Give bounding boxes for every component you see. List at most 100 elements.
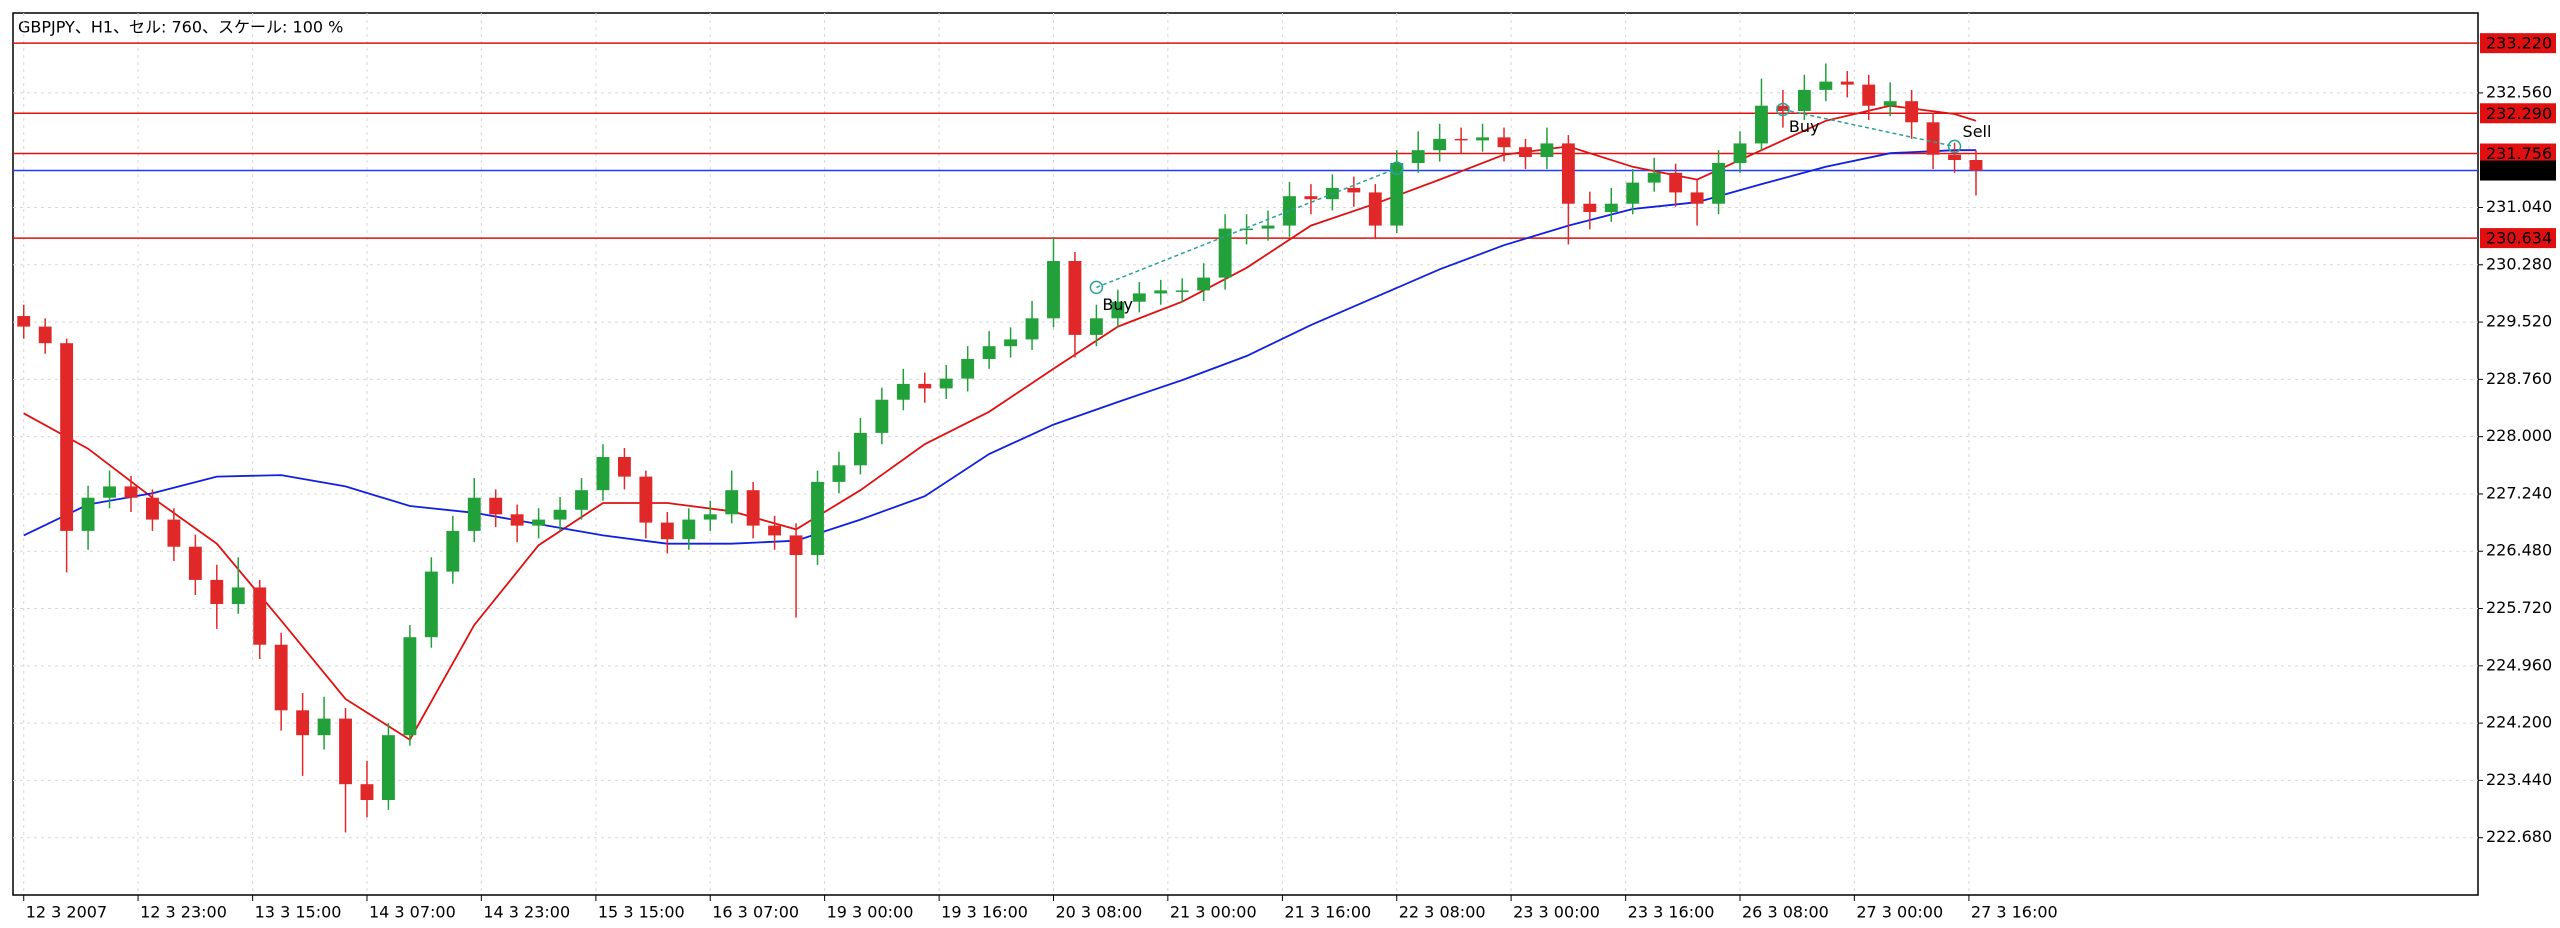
candle-body [210, 579, 224, 605]
candle-body [339, 718, 352, 785]
candle-body [939, 378, 953, 389]
candle-body [1132, 293, 1146, 302]
candle-body [403, 637, 417, 736]
price-level-label: 231.530 [2486, 161, 2552, 180]
candle-body [1755, 105, 1768, 144]
candle-body [1476, 137, 1489, 141]
trade-line [1782, 108, 1955, 148]
trade-open [1776, 102, 1790, 117]
x-tick-label: 21 3 16:00 [1284, 903, 1371, 922]
y-tick-label: 230.280 [2486, 254, 2552, 273]
candle-body [746, 490, 760, 526]
candle-body [1733, 143, 1747, 164]
y-tick-label: 226.480 [2486, 541, 2552, 560]
candle-body [982, 346, 996, 360]
candle-body [1840, 81, 1854, 85]
x-tick-label: 23 3 16:00 [1628, 903, 1715, 922]
price-level-tag [2480, 33, 2556, 54]
candle-body [532, 519, 546, 526]
y-tick-label: 231.040 [2486, 197, 2552, 216]
candle-body [1926, 122, 1940, 155]
candle-body [768, 525, 782, 536]
candle-body [167, 519, 181, 547]
candle-body [1197, 277, 1211, 291]
price-level-label: 231.756 [2486, 144, 2552, 163]
candle-body [596, 457, 610, 491]
x-tick-label: 27 3 00:00 [1856, 903, 1943, 922]
candle-body [832, 465, 846, 482]
x-tick-label: 14 3 23:00 [483, 903, 570, 922]
candle-body [682, 519, 696, 540]
candle-body [1690, 192, 1704, 204]
candle-body [446, 530, 460, 572]
candle-body [961, 359, 975, 379]
candle-body [1025, 318, 1039, 340]
candle-body [1647, 172, 1661, 183]
y-tick-label: 227.240 [2486, 483, 2552, 502]
candle-body [360, 784, 374, 801]
candle-body [1175, 290, 1189, 292]
candle-body [124, 486, 138, 498]
candle-body [60, 343, 74, 531]
candle-body [489, 497, 503, 515]
candle-body [1797, 89, 1811, 111]
trade-close [1389, 161, 1404, 176]
candle-body [1519, 147, 1532, 157]
candle-body [1712, 163, 1725, 204]
candle-body [660, 522, 674, 540]
candle-body [1497, 137, 1511, 148]
trade-open [1089, 280, 1104, 295]
trade-label: Buy [1789, 117, 1820, 136]
moving-average [23, 104, 1977, 741]
x-tick-label: 13 3 15:00 [255, 903, 342, 922]
candle-body [1540, 143, 1554, 157]
y-tick-label: 223.440 [2486, 770, 2552, 789]
trade-label: Buy [1102, 295, 1133, 314]
x-tick-label: 14 3 07:00 [369, 903, 456, 922]
candle-body [17, 316, 31, 327]
y-tick-label: 225.720 [2486, 598, 2552, 617]
candle-body [1433, 138, 1447, 151]
candle-body [1969, 160, 1983, 171]
candle-body [1819, 81, 1833, 90]
candle-body [1862, 84, 1876, 106]
candle-body [1047, 261, 1060, 319]
candle-body [811, 481, 824, 556]
candle-body [188, 546, 202, 580]
candle-body [575, 490, 588, 510]
moving-average [23, 149, 1976, 545]
candle-body [1905, 101, 1919, 123]
x-tick-label: 19 3 00:00 [827, 903, 914, 922]
candle-body [1883, 101, 1897, 106]
candle-body [1626, 182, 1640, 204]
chart-title: GBPJPY、H1、セル: 760、スケール: 100 % [18, 18, 343, 37]
trade-label: Sell [1963, 122, 1992, 141]
candle-body [1240, 228, 1254, 231]
candle-body [424, 571, 438, 638]
price-level-label: 230.634 [2486, 229, 2552, 248]
x-tick-label: 21 3 00:00 [1170, 903, 1257, 922]
x-tick-label: 12 3 23:00 [140, 903, 227, 922]
candle-body [81, 497, 95, 531]
price-level-tag [2480, 160, 2556, 181]
x-tick-label: 27 3 16:00 [1971, 903, 2058, 922]
candle-body [1948, 154, 1961, 160]
candle-body [1089, 318, 1103, 335]
candle-body [553, 509, 567, 520]
candle-body [1304, 196, 1318, 200]
candle-body [1776, 105, 1790, 111]
candle-body [1283, 196, 1296, 226]
candle-body [1154, 290, 1168, 294]
candle-body [1218, 228, 1232, 278]
x-tick-label: 26 3 08:00 [1742, 903, 1829, 922]
candle-body [381, 735, 395, 801]
x-tick-label: 16 3 07:00 [712, 903, 799, 922]
candle-body [317, 718, 331, 736]
candle-body [639, 476, 653, 523]
candle-body [725, 490, 739, 515]
candle-body [1583, 203, 1597, 213]
candle-body [1111, 301, 1125, 319]
trade-close [1947, 139, 1962, 154]
x-tick-label: 15 3 15:00 [598, 903, 685, 922]
